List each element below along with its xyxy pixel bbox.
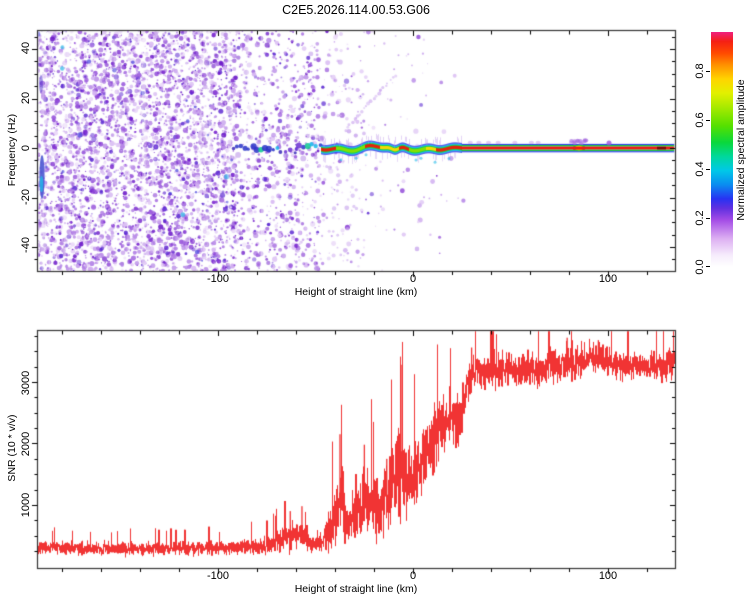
- spec-y-axis-label: Frequency (Hz): [6, 113, 18, 187]
- colorbar-title: Normalized spectral amplitude: [735, 79, 747, 221]
- snr-y-tick: 3000: [20, 370, 32, 396]
- snr-y-tick: 2000: [20, 431, 32, 457]
- spec-x-tick: 0: [409, 273, 417, 285]
- colorbar-tick: [706, 120, 710, 121]
- spec-x-tick: 100: [598, 273, 618, 285]
- snr-x-tick: -100: [206, 570, 230, 582]
- colorbar-tick: [706, 169, 710, 170]
- spectrogram-panel: [28, 21, 684, 280]
- spec-y-tick: -40: [20, 237, 32, 253]
- plot-title: C2E5.2026.114.00.53.G06: [282, 3, 430, 17]
- snr-y-axis-label: SNR (10 * v/v): [6, 414, 18, 482]
- snr-panel: [28, 321, 684, 577]
- colorbar-tick-label: 0.0: [694, 259, 706, 275]
- colorbar-tick: [706, 71, 710, 72]
- snr-y-tick: 1000: [20, 492, 32, 518]
- colorbar: [711, 32, 733, 267]
- snr-x-axis-label: Height of straight line (km): [294, 583, 418, 595]
- spec-x-tick: -100: [206, 273, 230, 285]
- snr-x-tick: 100: [598, 570, 618, 582]
- colorbar-tick: [706, 266, 710, 267]
- snr-x-tick: 0: [409, 570, 417, 582]
- colorbar-tick: [706, 218, 710, 219]
- spec-x-axis-label: Height of straight line (km): [294, 286, 418, 298]
